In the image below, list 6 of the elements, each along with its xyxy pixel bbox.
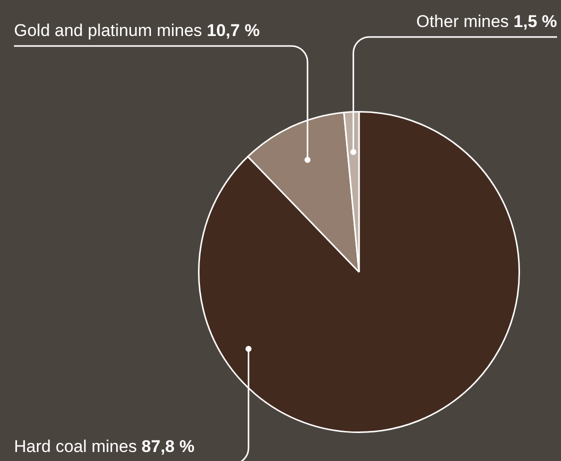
slice-label: Other mines	[416, 12, 509, 31]
slice-label: Hard coal mines	[14, 437, 137, 456]
slice-label: Gold and platinum mines	[14, 21, 202, 40]
data-label: 87,8 %	[142, 437, 194, 456]
data-label: 1,5 %	[514, 12, 558, 31]
data-label: 10,7 %	[206, 21, 260, 40]
